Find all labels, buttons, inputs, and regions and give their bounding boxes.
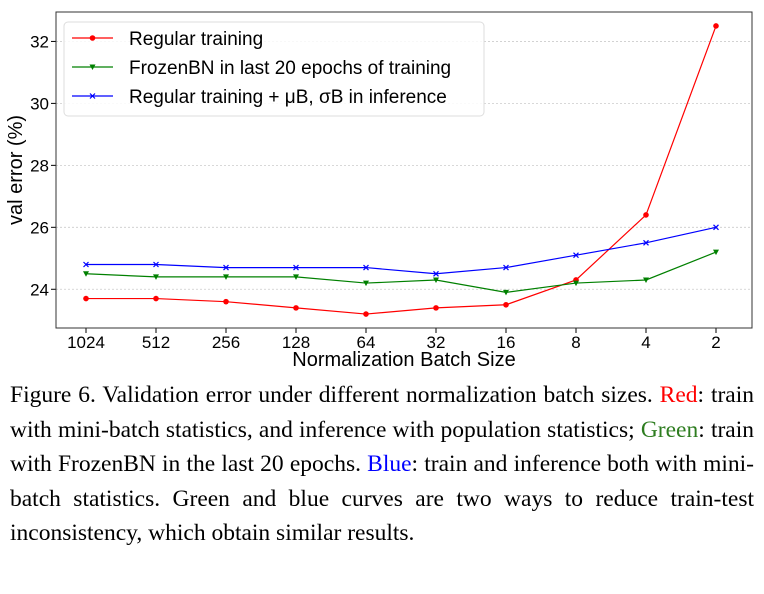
caption-prefix: Figure 6. Validation error under differe… <box>10 382 660 408</box>
x-tick-label: 256 <box>212 333 240 352</box>
data-point <box>573 280 579 287</box>
caption-green-text: : train with FrozenBN in the last 20 epo… <box>10 416 755 478</box>
y-tick-label: 30 <box>30 94 49 113</box>
legend-label: Regular training + μB, σB in inference <box>129 87 447 108</box>
data-point <box>83 271 89 277</box>
legend-marker <box>89 93 96 99</box>
x-tick-label: 32 <box>427 333 446 352</box>
x-tick-label: 64 <box>357 333 376 352</box>
legend-label: FrozenBN in last 20 epochs of training <box>129 58 451 79</box>
y-tick-label: 28 <box>30 156 49 175</box>
data-point <box>643 277 649 283</box>
y-tick-label: 24 <box>30 280 49 299</box>
series-line <box>85 251 717 293</box>
data-point <box>503 264 509 271</box>
data-point <box>293 305 299 311</box>
data-point <box>503 289 509 296</box>
x-tick-label: 128 <box>282 333 310 352</box>
data-point <box>643 239 649 246</box>
x-tick-label: 4 <box>641 333 650 352</box>
caption-green-word: Green <box>640 416 699 443</box>
figure-caption: Figure 6. Validation error under differe… <box>10 378 754 551</box>
data-point <box>503 301 509 308</box>
legend: Regular training FrozenBN in last 20 epoc… <box>63 21 485 117</box>
x-tick-label: 1024 <box>67 333 105 352</box>
legend-label: Regular training <box>129 29 263 50</box>
series-line <box>86 226 717 275</box>
plot-frame <box>55 11 753 329</box>
x-tick-label: 512 <box>142 333 170 352</box>
data-point <box>293 274 299 280</box>
legend-marker <box>89 35 96 41</box>
data-point <box>223 298 229 305</box>
legend-marker <box>89 64 96 70</box>
y-tick-label: 26 <box>30 218 49 237</box>
line-chart: 24 26 28 30 32 1024 512 256 128 64 32 16 8 4 2 Normaliz… <box>5 11 753 371</box>
legend-box <box>63 21 485 117</box>
series-2 <box>83 249 719 296</box>
data-point <box>83 295 89 302</box>
y-tick-label: 32 <box>30 32 49 51</box>
data-point <box>713 224 719 231</box>
y-axis-label: val error (%) <box>5 115 27 225</box>
series-1 <box>83 23 719 317</box>
data-point <box>293 264 299 271</box>
data-point <box>153 274 159 280</box>
series-line <box>86 25 717 315</box>
x-tick-label: 2 <box>711 333 720 352</box>
data-point <box>363 311 369 317</box>
data-point <box>713 249 719 256</box>
x-tick-label: 16 <box>497 333 516 352</box>
data-point <box>153 261 159 268</box>
caption-red-text: : train with mini-batch statistics, and … <box>10 382 755 443</box>
data-point <box>363 264 369 271</box>
series-3 <box>83 224 719 277</box>
data-point <box>433 270 439 277</box>
data-point <box>153 295 159 302</box>
caption-blue-word: Blue <box>367 451 412 477</box>
data-point <box>83 261 89 268</box>
caption-blue-text: : train and inference both with mini-bat… <box>10 451 754 546</box>
data-point <box>433 277 439 283</box>
caption-red-word: Red <box>659 382 698 408</box>
data-point <box>713 23 719 29</box>
x-axis-label: Normalization Batch Size <box>292 349 515 371</box>
data-point <box>433 305 439 311</box>
data-point <box>363 280 369 287</box>
data-point <box>223 264 229 271</box>
x-tick-label: 8 <box>571 333 580 352</box>
data-point <box>223 274 229 280</box>
data-point <box>573 252 579 259</box>
data-point <box>643 212 649 218</box>
